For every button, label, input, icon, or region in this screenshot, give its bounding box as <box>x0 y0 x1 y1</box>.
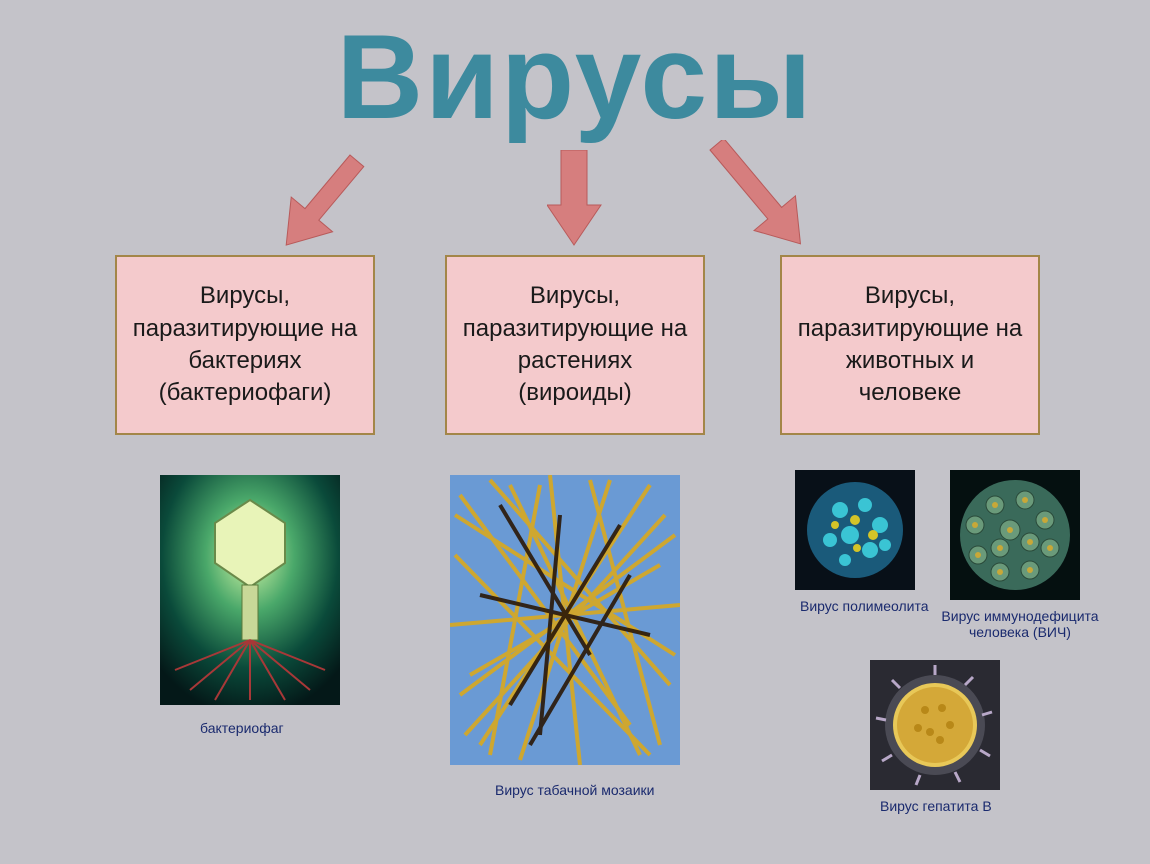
category-plants: Вирусы, паразитирующие на растениях (вир… <box>445 255 705 435</box>
image-hepatitis-b <box>870 660 1000 790</box>
caption-hiv: Вирус иммунодефицита человека (ВИЧ) <box>940 608 1100 640</box>
page-title: Вирусы <box>0 8 1150 146</box>
category-bacteria: Вирусы, паразитирующие на бактериях (бак… <box>115 255 375 435</box>
caption-tobacco-mosaic: Вирус табачной мозаики <box>495 782 654 798</box>
arrow-left <box>270 145 430 265</box>
arrow-center <box>547 150 607 250</box>
caption-polio: Вирус полимеолита <box>800 598 929 614</box>
image-polio <box>795 470 915 590</box>
category-label: Вирусы, паразитирующие на бактериях (бак… <box>129 280 361 410</box>
image-hiv <box>950 470 1080 600</box>
caption-bacteriophage: бактериофаг <box>200 720 284 736</box>
category-animals: Вирусы, паразитирующие на животных и чел… <box>780 255 1040 435</box>
category-label: Вирусы, паразитирующие на растениях (вир… <box>459 280 691 410</box>
caption-hepatitis-b: Вирус гепатита В <box>880 798 992 814</box>
image-tobacco-mosaic <box>450 475 680 765</box>
image-bacteriophage <box>160 475 340 705</box>
category-label: Вирусы, паразитирующие на животных и чел… <box>794 280 1026 410</box>
